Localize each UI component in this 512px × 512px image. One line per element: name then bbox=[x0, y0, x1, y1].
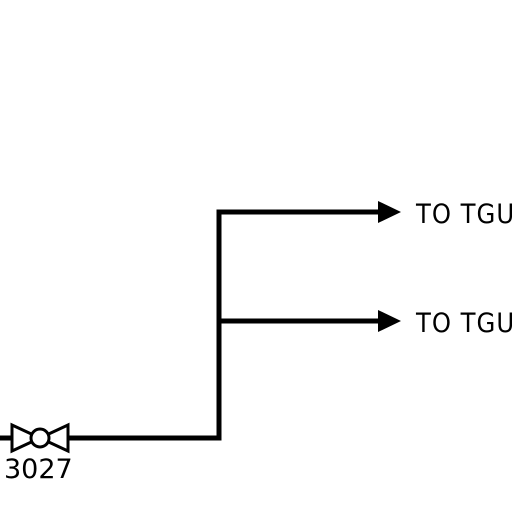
flow-arrow-upper bbox=[378, 201, 401, 223]
gate-valve-icon[interactable] bbox=[10, 422, 70, 454]
destination-label-lower: TO TGU bbox=[415, 308, 512, 339]
flow-arrow-lower bbox=[378, 310, 401, 332]
main-pipe bbox=[67, 209, 383, 441]
destination-label-upper: TO TGU bbox=[415, 199, 512, 230]
valve-tag-label: 3027 bbox=[4, 454, 73, 485]
